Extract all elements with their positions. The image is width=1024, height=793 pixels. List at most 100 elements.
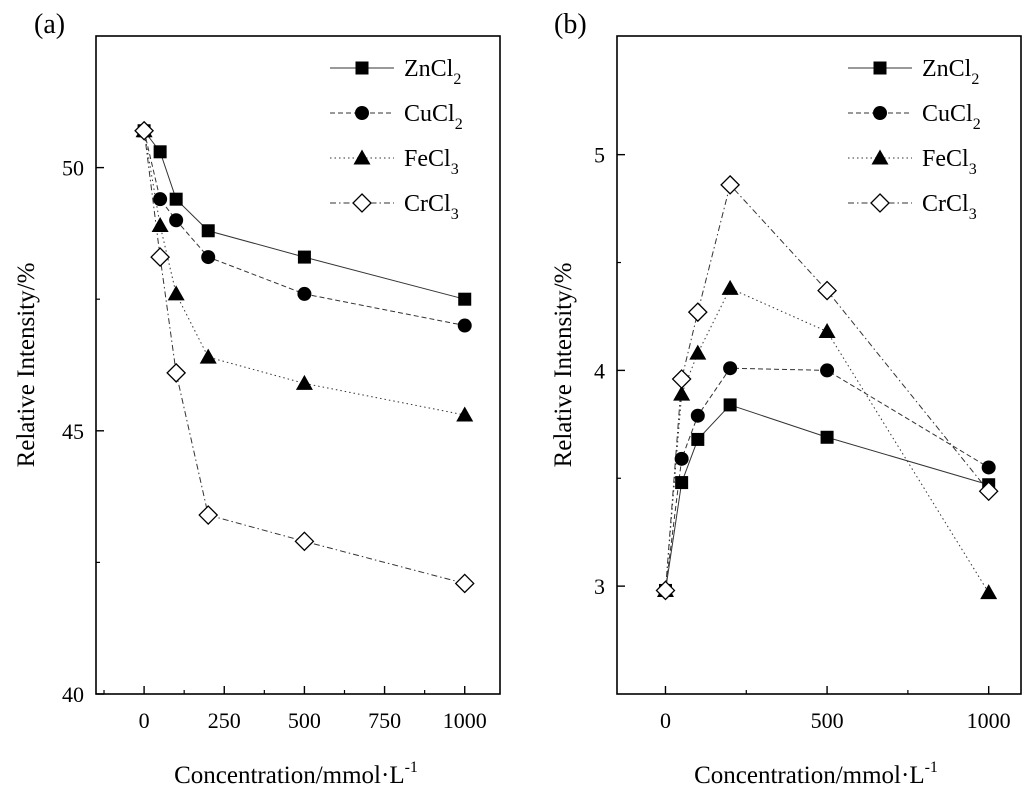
data-point-zncl bbox=[169, 192, 183, 206]
legend-marker bbox=[870, 193, 890, 213]
data-point-fecl bbox=[673, 385, 691, 401]
data-point-cucl bbox=[674, 451, 689, 466]
data-point-zncl bbox=[675, 476, 689, 490]
data-point-cucl bbox=[153, 192, 168, 207]
panel-b-ylabel: Relative Intensity/% bbox=[550, 263, 577, 468]
series-line-crcl bbox=[664, 183, 990, 591]
data-point-fecl bbox=[689, 344, 707, 360]
series-line-cucl bbox=[143, 130, 465, 327]
panel-b-label: (b) bbox=[554, 9, 587, 40]
panel-b-xlabel-main: Concentration/mmol·L bbox=[694, 762, 925, 789]
panel-b-legend: ZnCl2 CuCl2 FeCl3 CrCl3 bbox=[848, 56, 981, 223]
data-point-zncl bbox=[458, 292, 472, 306]
data-point-zncl bbox=[153, 145, 167, 159]
data-point-zncl bbox=[297, 250, 311, 264]
data-point-cucl bbox=[723, 361, 738, 376]
data-point-crcl bbox=[166, 362, 187, 383]
y-tick-label: 3 bbox=[594, 574, 605, 599]
panel-b-markers bbox=[655, 174, 999, 601]
data-point-crcl bbox=[671, 369, 692, 389]
data-point-fecl bbox=[295, 374, 313, 390]
data-point-crcl bbox=[817, 280, 837, 301]
panel-b-lines bbox=[664, 183, 990, 593]
x-tick-label: 0 bbox=[139, 708, 150, 733]
legend-label-subscript: 2 bbox=[453, 71, 461, 88]
panel-a-label: (a) bbox=[34, 9, 65, 40]
data-point-cucl bbox=[169, 213, 184, 228]
legend-marker bbox=[871, 149, 889, 165]
series-line-cucl bbox=[664, 367, 989, 591]
legend-label: ZnCl2 bbox=[404, 56, 461, 88]
x-tick-label: 500 bbox=[811, 708, 844, 733]
data-point-zncl bbox=[691, 432, 705, 446]
data-point-crcl bbox=[150, 247, 171, 268]
panel-a-xlabel-sup: -1 bbox=[405, 759, 418, 776]
y-tick-label: 45 bbox=[62, 419, 84, 444]
y-tick-label: 5 bbox=[594, 143, 605, 168]
data-point-fecl bbox=[456, 406, 474, 422]
panel-b-frame bbox=[616, 35, 1022, 695]
legend-label: FeCl3 bbox=[404, 146, 459, 178]
data-point-fecl bbox=[721, 279, 739, 295]
data-point-cucl bbox=[981, 460, 996, 475]
series-line-fecl bbox=[143, 130, 465, 416]
data-point-crcl bbox=[687, 302, 708, 323]
data-point-zncl bbox=[723, 398, 737, 412]
panel-a-ylabel: Relative Intensity/% bbox=[13, 263, 40, 468]
legend-marker bbox=[355, 61, 369, 75]
legend-marker bbox=[873, 106, 887, 120]
legend-label-subscript: 2 bbox=[971, 71, 979, 88]
data-point-zncl bbox=[201, 224, 215, 238]
data-point-crcl bbox=[655, 580, 676, 601]
legend-label: CrCl3 bbox=[404, 191, 459, 223]
data-point-fecl bbox=[980, 584, 998, 600]
data-point-fecl bbox=[818, 323, 836, 339]
data-point-crcl bbox=[294, 531, 315, 552]
legend-label: CuCl2 bbox=[404, 101, 463, 133]
legend-label-subscript: 3 bbox=[969, 206, 977, 223]
panel-b: (b) 0 500 1000 3 4 5 ZnCl2 CuCl2 FeCl3 CrCl3 Rel… bbox=[550, 9, 1022, 789]
data-point-fecl bbox=[199, 348, 217, 364]
legend-label: ZnCl2 bbox=[922, 56, 979, 88]
data-point-zncl bbox=[820, 430, 834, 444]
x-tick-label: 1000 bbox=[967, 708, 1011, 733]
panel-a-frame bbox=[95, 35, 501, 695]
panel-b-xlabel: Concentration/mmol·L-1 bbox=[694, 759, 938, 789]
legend-label-subscript: 3 bbox=[451, 206, 459, 223]
data-point-cucl bbox=[820, 363, 835, 378]
legend-marker bbox=[353, 149, 371, 165]
legend-marker bbox=[352, 193, 372, 213]
data-point-fecl bbox=[167, 285, 185, 301]
series-line-crcl bbox=[143, 130, 465, 584]
legend-label: CrCl3 bbox=[922, 191, 977, 223]
panel-a-ticks: 0 250 500 750 1000 40 45 50 bbox=[62, 156, 487, 733]
panel-b-xlabel-sup: -1 bbox=[925, 759, 938, 776]
x-tick-label: 250 bbox=[208, 708, 241, 733]
legend-label: CuCl2 bbox=[922, 101, 981, 133]
x-tick-label: 0 bbox=[660, 708, 671, 733]
data-point-crcl bbox=[134, 120, 155, 141]
data-point-cucl bbox=[690, 408, 705, 423]
legend-marker bbox=[355, 106, 369, 120]
data-point-fecl bbox=[151, 217, 169, 233]
legend-label-subscript: 3 bbox=[969, 161, 977, 178]
data-point-crcl bbox=[978, 481, 999, 502]
data-point-cucl bbox=[201, 250, 216, 265]
panel-a-legend: ZnCl2 CuCl2 FeCl3 CrCl3 bbox=[330, 56, 463, 223]
panel-b-ticks: 0 500 1000 3 4 5 bbox=[594, 143, 1011, 733]
legend-label-subscript: 2 bbox=[973, 116, 981, 133]
data-point-crcl bbox=[454, 573, 475, 594]
panel-a-markers bbox=[134, 120, 475, 594]
y-tick-label: 50 bbox=[62, 156, 84, 181]
panel-a-xlabel-main: Concentration/mmol·L bbox=[174, 762, 405, 789]
x-tick-label: 750 bbox=[368, 708, 401, 733]
x-tick-label: 1000 bbox=[443, 708, 487, 733]
data-point-cucl bbox=[457, 318, 472, 333]
panel-a-xlabel: Concentration/mmol·L-1 bbox=[174, 759, 418, 789]
legend-marker bbox=[873, 61, 887, 75]
legend-label-subscript: 3 bbox=[451, 161, 459, 178]
y-tick-label: 4 bbox=[594, 358, 605, 383]
legend-label: FeCl3 bbox=[922, 146, 977, 178]
panel-a: (a) 0 250 500 750 1000 40 45 50 ZnCl2 CuCl2 FeCl3… bbox=[13, 9, 501, 789]
